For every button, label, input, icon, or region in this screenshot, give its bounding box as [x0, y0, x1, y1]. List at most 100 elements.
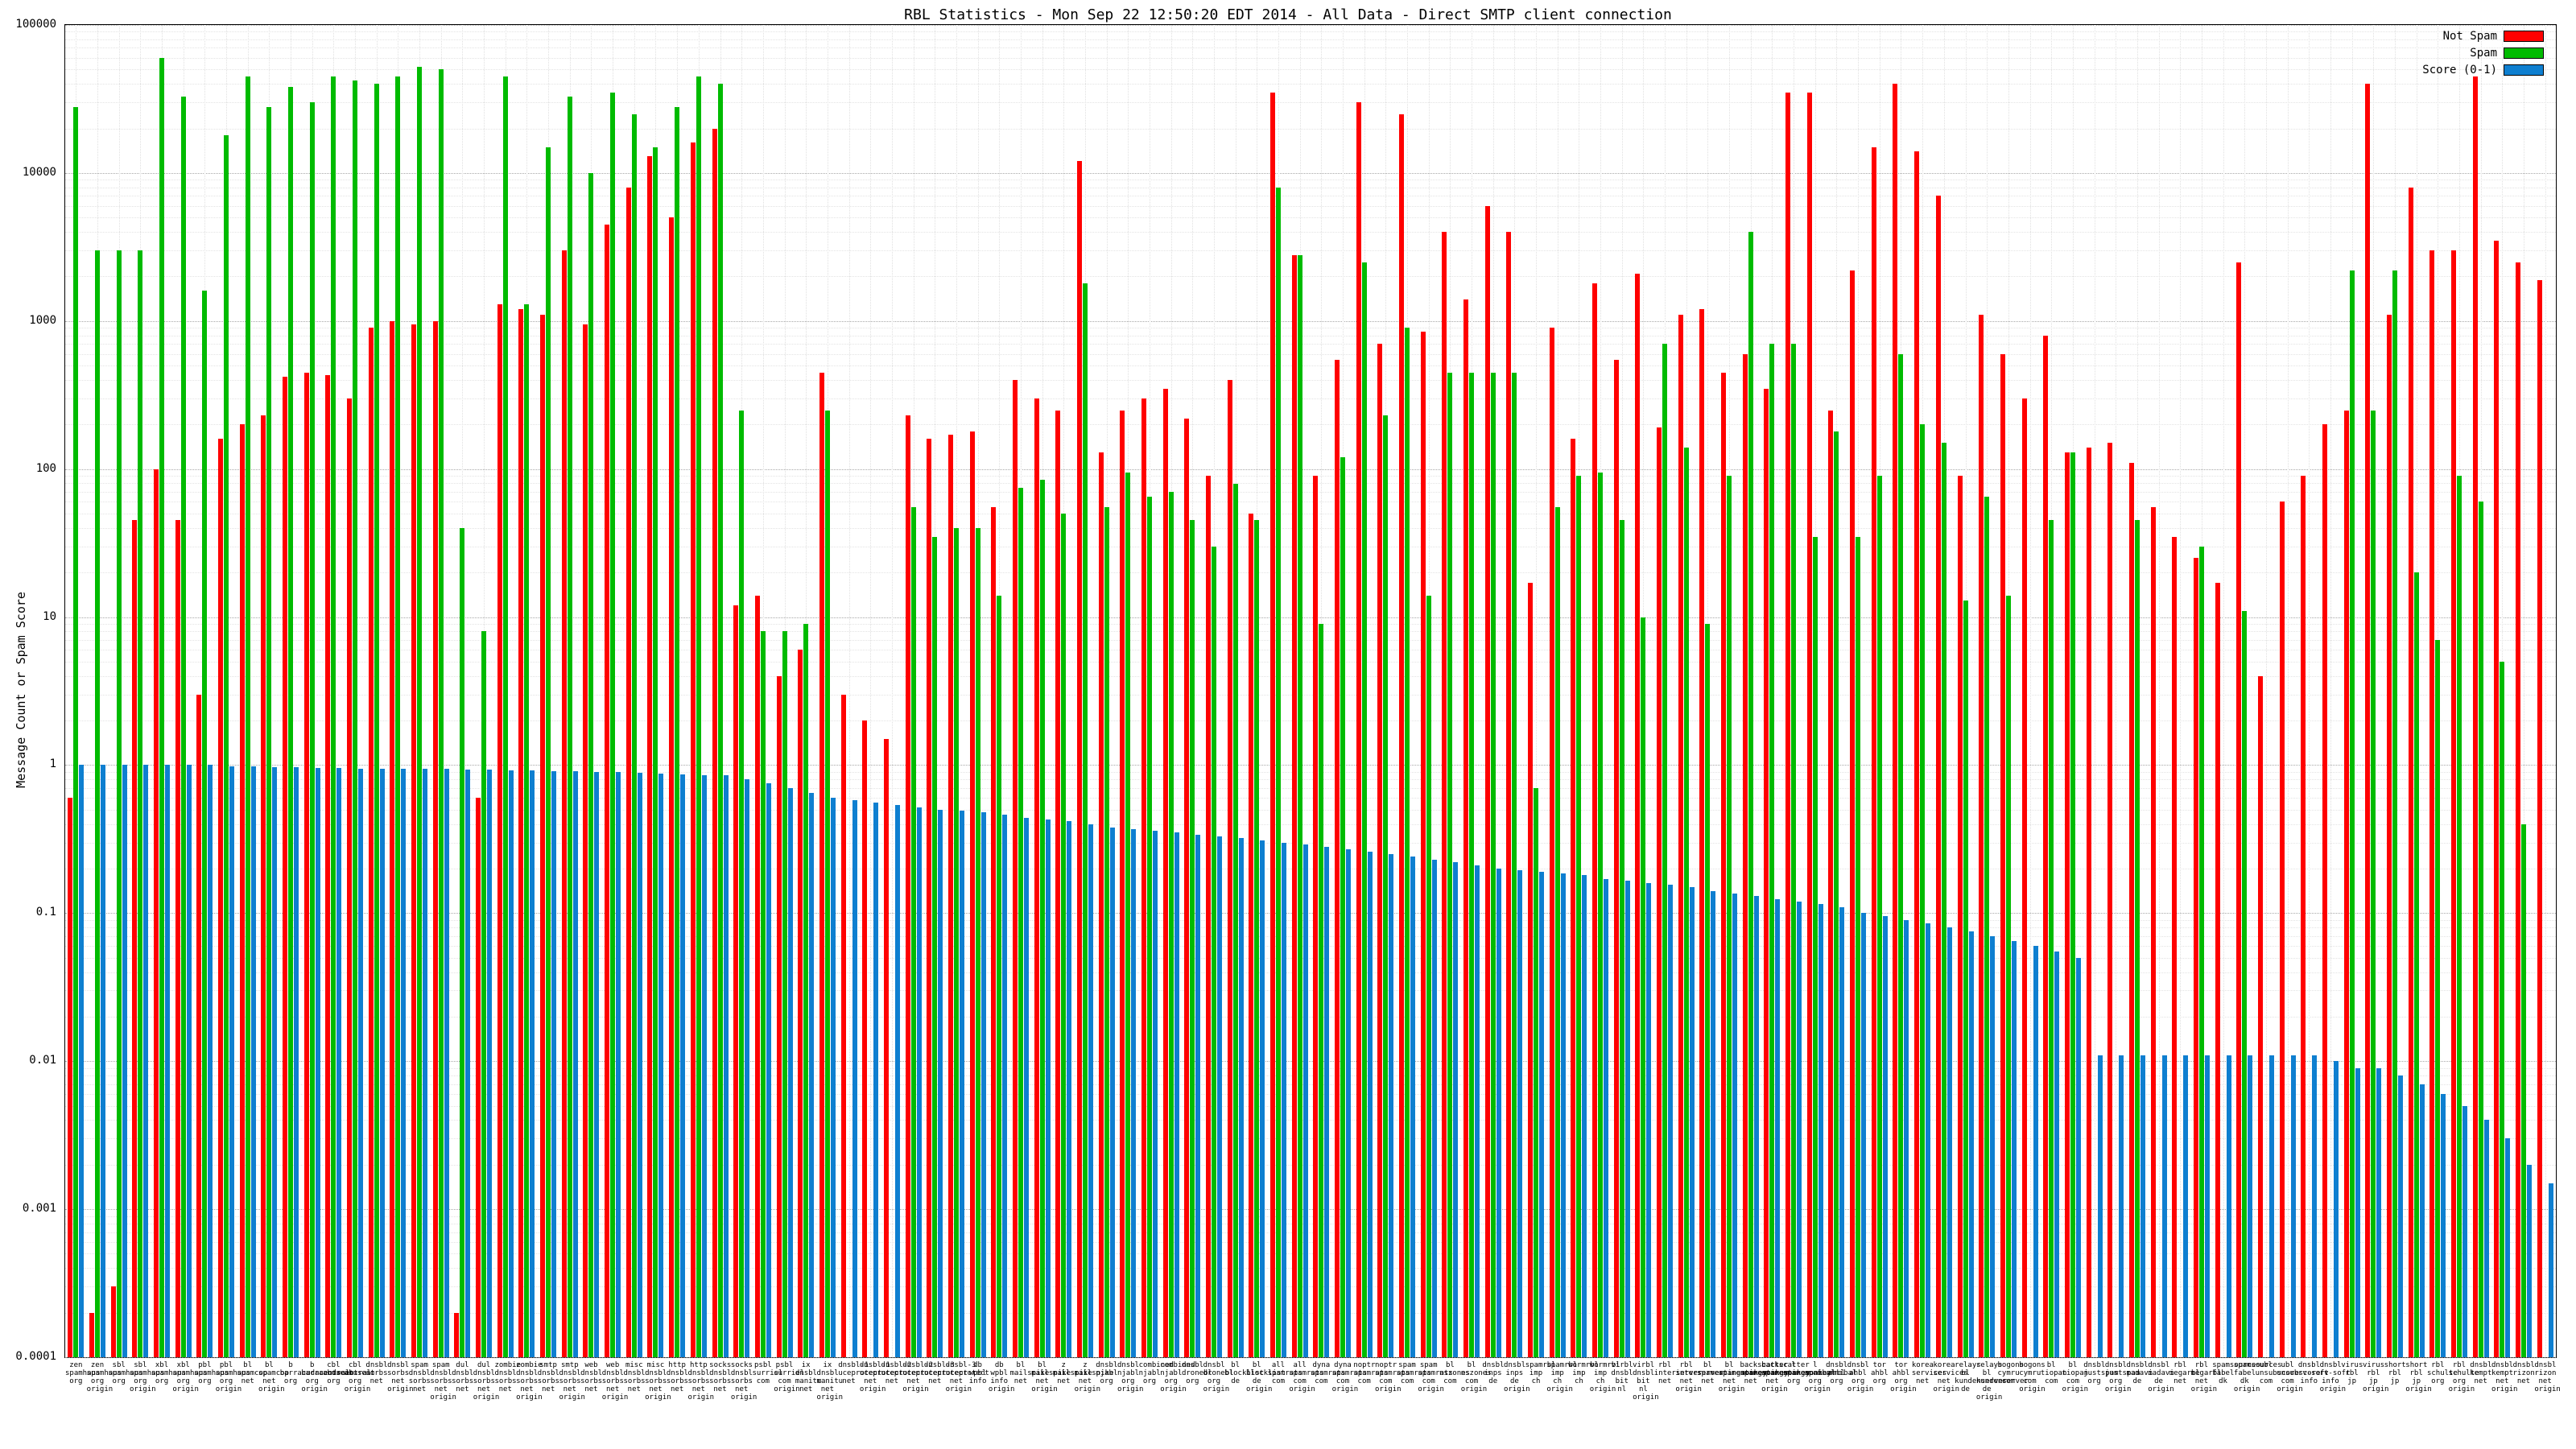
- bar-group: backscatter spameatingmonkey net origin: [1761, 25, 1831, 1393]
- gridline: [65, 476, 2556, 477]
- bar-not-spam: [2365, 84, 2371, 1357]
- gridline: [65, 787, 2556, 789]
- x-tick-label: virus rbl jp: [2341, 1361, 2363, 1385]
- x-tick-label: misc dnsbl sorbs net origin: [645, 1361, 671, 1402]
- bar-not-spam: [1141, 398, 1146, 1357]
- bar-not-spam: [1657, 427, 1662, 1357]
- bar-score: [766, 783, 771, 1357]
- bar-not-spam: [754, 595, 760, 1357]
- x-tick-label: virbl dnsbl bit nl origin: [1633, 1361, 1659, 1402]
- bar-group: cbl abuseat org: [323, 25, 353, 1385]
- bar-group: korea services net origin: [1934, 25, 1968, 1393]
- bar-spam: [1211, 546, 1216, 1357]
- x-tick-label: spam spamrats com: [1396, 1361, 1432, 1385]
- bar-spam: [73, 106, 79, 1357]
- bar-spam: [653, 147, 658, 1357]
- gridline: [65, 1216, 2556, 1217]
- bar-score: [379, 768, 385, 1357]
- gridline: [65, 1241, 2556, 1243]
- x-tick-label: bl mailspike net: [1009, 1361, 1050, 1385]
- gridline: [65, 694, 2556, 696]
- bar-group: dnsbl madavi de: [2127, 25, 2153, 1385]
- x-tick-label: bl nszones com: [1439, 1361, 1470, 1385]
- x-tick-label: all spamrats com: [1267, 1361, 1302, 1385]
- bar-group: dnsbl rv-soft info origin: [2320, 25, 2351, 1393]
- bar-spam: [1275, 187, 1281, 1357]
- gridline: [870, 25, 872, 1357]
- bar-score: [101, 765, 105, 1357]
- x-tick-label: noptr spamrats com: [1353, 1361, 1389, 1385]
- bar-spam: [1941, 443, 1946, 1357]
- bar-not-spam: [2021, 398, 2027, 1357]
- x-tick-label: bl tiopan com origin: [2062, 1361, 2089, 1393]
- bar-spam: [138, 250, 143, 1357]
- bar-score: [1496, 868, 1501, 1357]
- bar-group: misc dnsbl sorbs net: [623, 25, 646, 1393]
- gridline: [2545, 25, 2546, 1357]
- bar-score: [1797, 901, 1802, 1357]
- bar-not-spam: [1935, 196, 1941, 1357]
- x-tick-label: z mailspike net: [1052, 1361, 1092, 1385]
- bar-score: [1131, 828, 1137, 1357]
- x-tick-label: psbl surriel com: [752, 1361, 783, 1385]
- bar-not-spam: [2172, 536, 2178, 1357]
- bar-score: [186, 765, 192, 1357]
- bar-spam: [696, 76, 701, 1357]
- bar-not-spam: [196, 694, 202, 1357]
- bar-spam: [331, 76, 336, 1357]
- gridline: [65, 1164, 2556, 1166]
- bar-not-spam: [239, 424, 245, 1357]
- bar-group: bl tiopan com origin: [2062, 25, 2088, 1393]
- bar-group: short rbl jp: [2384, 25, 2406, 1385]
- x-tick-label: virbl dnsbl bit nl: [1611, 1361, 1633, 1393]
- x-tick-label: zen spamhaus org origin: [86, 1361, 122, 1393]
- x-tick-label: korea services net origin: [1933, 1361, 1968, 1393]
- bar-not-spam: [540, 315, 546, 1357]
- bar-spam: [2435, 640, 2441, 1357]
- x-tick-label: cbl abuseat org origin: [344, 1361, 375, 1393]
- bar-not-spam: [2408, 187, 2413, 1357]
- bar-spam: [116, 250, 122, 1357]
- bar-group: combined njabl org: [1139, 25, 1174, 1385]
- bar-not-spam: [2494, 240, 2500, 1357]
- bar-group: dul dnsbl sorbs net origin: [473, 25, 499, 1402]
- bar-spam: [2500, 661, 2505, 1357]
- bar-not-spam: [1420, 331, 1426, 1357]
- bar-spam: [910, 507, 916, 1357]
- bar-not-spam: [303, 372, 309, 1357]
- bar-spam: [2242, 610, 2248, 1357]
- gridline: [65, 1268, 2556, 1269]
- gridline: [65, 69, 2556, 71]
- x-tick-label: xbl spamhaus org: [151, 1361, 187, 1385]
- x-tick-label: cbl abuseat org: [323, 1361, 353, 1385]
- bar-not-spam: [1484, 205, 1490, 1357]
- bar-not-spam: [1506, 232, 1512, 1357]
- x-tick-label: bl mailspike net origin: [1031, 1361, 1071, 1393]
- x-tick-label: dnsbl rv-soft info origin: [2319, 1361, 2351, 1393]
- bar-group: pbl spamhaus org: [194, 25, 229, 1385]
- bar-spam: [1061, 514, 1067, 1357]
- x-tick-label: dnsbl sorbs net: [365, 1361, 388, 1385]
- x-tick-label: dnsbl inps de origin: [1504, 1361, 1530, 1393]
- bar-spam: [460, 527, 465, 1357]
- bar-spam: [631, 114, 637, 1357]
- bar-group: virbl dnsbl bit nl origin: [1633, 25, 1659, 1402]
- bar-group: backscatter spameatingmonkey net: [1740, 25, 1810, 1385]
- gridline: [65, 527, 2556, 529]
- x-tick-label: bl spameatingmonkey net: [1697, 1361, 1767, 1385]
- bar-not-spam: [390, 320, 395, 1357]
- bar-group: socks dnsbl sorbs net origin: [731, 25, 757, 1402]
- bar-group: psbl surriel com: [753, 25, 782, 1385]
- bar-spam: [2049, 520, 2054, 1357]
- bar-group: bl spamcop net: [237, 25, 267, 1385]
- x-tick-label: dnsbl dronebl org origin: [1203, 1361, 1234, 1393]
- bar-group: bogons cymru com origin: [2019, 25, 2046, 1393]
- gridline: [2180, 25, 2182, 1357]
- x-tick-label: combined njabl org: [1138, 1361, 1174, 1385]
- bar-score: [830, 798, 836, 1357]
- bar-group: bl nszones com origin: [1461, 25, 1492, 1393]
- x-tick-label: spam dnsbl sorbs net origin: [430, 1361, 456, 1402]
- x-tick-label: socks dnsbl sorbs net: [709, 1361, 732, 1393]
- gridline: [65, 935, 2556, 937]
- bar-spam: [224, 134, 229, 1357]
